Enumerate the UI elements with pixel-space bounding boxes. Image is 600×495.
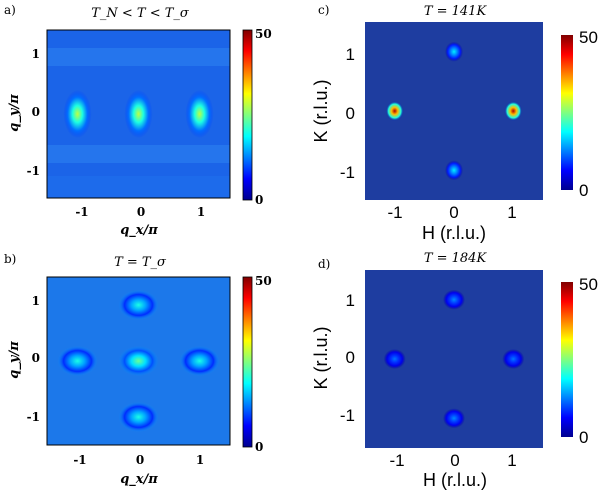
panel-b-xtick: 0	[136, 453, 144, 467]
panel-b-frame	[46, 276, 231, 446]
heatmap-peak	[185, 90, 214, 138]
heatmap-peak	[118, 290, 159, 320]
panel-b-colorbar: 50 0	[242, 274, 272, 454]
panel-a-axes: -1 0 1 1 0 -1 q_x/π q_y/π	[7, 47, 205, 238]
panel-c-ytick: 1	[346, 45, 355, 64]
panel-a-colorbar: 50 0	[242, 27, 272, 207]
panel-b-peaks	[57, 290, 220, 432]
heatmap-peak	[118, 346, 159, 376]
heatmap-peak	[445, 160, 463, 181]
heatmap-peak	[443, 408, 465, 429]
panel-a-ytick: 1	[32, 47, 40, 61]
panel-b-colorbar-max: 50	[255, 274, 272, 288]
panel-b-heatmap	[47, 277, 230, 445]
panel-c-colorbar-min: 0	[579, 181, 588, 200]
panel-b: b) T = T_σ -1 0 1 1 0 -1 q_x/π q_y/π 50 …	[4, 252, 272, 487]
panel-a-xlabel: q_x/π	[120, 223, 158, 238]
panel-b-xlabel: q_x/π	[120, 472, 158, 487]
panel-d-ytick: 1	[346, 291, 355, 310]
panel-a-ytick: 0	[32, 105, 40, 119]
panel-a-peaks	[63, 90, 214, 138]
panel-c-colorbar-max: 50	[579, 28, 598, 47]
panel-a-xtick: 1	[197, 205, 205, 219]
panel-a-heatmap	[47, 30, 230, 198]
panel-c-xtick: 0	[449, 203, 458, 222]
heatmap-peak	[63, 90, 92, 138]
heatmap-peak	[445, 41, 463, 62]
panel-b-tag: b)	[4, 252, 16, 266]
panel-a-colorbar-min: 0	[255, 193, 263, 207]
panel-b-xtick: -1	[73, 453, 86, 467]
panel-c: c) T = 141K -1 0 1 1 0 -1 H (r.l.u.) K (…	[311, 3, 598, 243]
panel-b-colorbar-gradient	[242, 276, 253, 448]
panel-b-ytick: -1	[27, 410, 40, 424]
panel-c-title: T = 141K	[424, 4, 488, 19]
panel-c-ylabel: K (r.l.u.)	[311, 79, 331, 142]
heatmap-peak	[443, 289, 465, 310]
panel-d-axes: -1 0 1 1 0 -1 H (r.l.u.) K (r.l.u.)	[311, 291, 517, 490]
panel-c-tag: c)	[318, 3, 329, 17]
panel-d-heatmap	[365, 270, 543, 448]
heatmap-peak	[383, 349, 406, 369]
panel-d-xtick: 1	[507, 451, 516, 470]
heatmap-peak	[118, 402, 159, 432]
panel-b-axes: -1 0 1 1 0 -1 q_x/π q_y/π	[7, 294, 204, 487]
panel-d-xlabel: H (r.l.u.)	[423, 470, 487, 490]
panel-a-frame	[46, 29, 231, 199]
panel-d-ylabel: K (r.l.u.)	[311, 326, 331, 389]
panel-d-colorbar-min: 0	[579, 428, 588, 447]
heatmap-peak	[385, 101, 404, 121]
panel-a-xtick: -1	[75, 205, 88, 219]
panel-a-title: T_N < T < T_σ	[91, 6, 190, 21]
heatmap-peak	[179, 346, 220, 376]
panel-c-xtick: -1	[387, 203, 402, 222]
panel-d-ytick: 0	[346, 348, 355, 367]
panel-d-colorbar-max: 50	[579, 275, 598, 294]
panel-a-colorbar-max: 50	[255, 27, 272, 41]
panel-d-title: T = 184K	[424, 251, 488, 266]
panel-a-colorbar-gradient	[242, 29, 253, 201]
panel-d-peaks	[383, 289, 525, 429]
panel-c-colorbar-gradient	[561, 35, 573, 190]
panel-b-xtick: 1	[196, 453, 204, 467]
panel-d-tag: d)	[318, 257, 330, 271]
panel-a-ylabel: q_y/π	[7, 94, 22, 132]
heatmap-peak	[124, 90, 153, 138]
panel-d-xtick: 0	[450, 451, 459, 470]
panel-b-colorbar-min: 0	[255, 440, 263, 454]
panel-a-band	[47, 48, 230, 66]
panel-c-colorbar: 50 0	[561, 28, 598, 200]
panel-b-ylabel: q_y/π	[7, 341, 22, 379]
panel-c-xtick: 1	[507, 203, 516, 222]
panel-c-ytick: 0	[346, 104, 355, 123]
panel-d-xtick: -1	[389, 451, 404, 470]
heatmap-peak	[502, 349, 525, 369]
panel-d-colorbar-gradient	[561, 282, 573, 437]
panel-a-ytick: -1	[27, 164, 40, 178]
panel-c-peaks	[385, 41, 523, 181]
panel-b-ytick: 0	[32, 351, 40, 365]
panel-d-ytick: -1	[340, 406, 355, 425]
panel-a-xtick: 0	[137, 205, 145, 219]
panel-d: d) T = 184K -1 0 1 1 0 -1 H (r.l.u.) K (…	[311, 251, 598, 490]
panel-d-colorbar: 50 0	[561, 275, 598, 447]
panel-a-band	[47, 176, 230, 198]
panel-c-heatmap	[365, 22, 543, 200]
panel-c-xlabel: H (r.l.u.)	[422, 223, 486, 243]
panel-b-ytick: 1	[32, 294, 40, 308]
panel-a-band	[47, 145, 230, 163]
panel-a-tag: a)	[4, 3, 16, 17]
panel-c-axes: -1 0 1 1 0 -1 H (r.l.u.) K (r.l.u.)	[311, 45, 517, 243]
heatmap-peak	[504, 101, 523, 121]
panel-a: a) T_N < T < T_σ -1 0 1 1 0 -1 q_x/π q_y…	[4, 3, 272, 238]
heatmap-peak	[57, 346, 98, 376]
panel-c-ytick: -1	[340, 163, 355, 182]
panel-b-title: T = T_σ	[114, 255, 167, 270]
